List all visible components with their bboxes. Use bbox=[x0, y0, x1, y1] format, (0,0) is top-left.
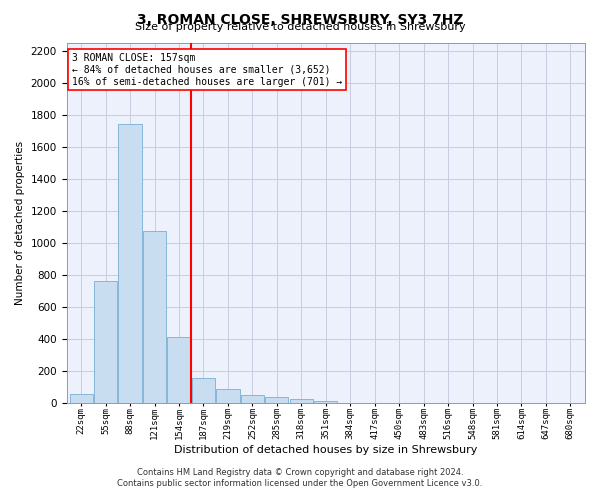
Bar bbox=[70, 394, 93, 403]
Bar bbox=[265, 397, 289, 403]
Bar bbox=[94, 281, 117, 403]
Bar bbox=[241, 396, 264, 403]
Text: Size of property relative to detached houses in Shrewsbury: Size of property relative to detached ho… bbox=[134, 22, 466, 32]
Y-axis label: Number of detached properties: Number of detached properties bbox=[15, 140, 25, 305]
Text: 3, ROMAN CLOSE, SHREWSBURY, SY3 7HZ: 3, ROMAN CLOSE, SHREWSBURY, SY3 7HZ bbox=[137, 12, 463, 26]
Bar bbox=[314, 401, 337, 403]
Bar bbox=[143, 231, 166, 403]
X-axis label: Distribution of detached houses by size in Shrewsbury: Distribution of detached houses by size … bbox=[174, 445, 478, 455]
Text: Contains HM Land Registry data © Crown copyright and database right 2024.
Contai: Contains HM Land Registry data © Crown c… bbox=[118, 468, 482, 487]
Bar bbox=[290, 398, 313, 403]
Text: 3 ROMAN CLOSE: 157sqm
← 84% of detached houses are smaller (3,652)
16% of semi-d: 3 ROMAN CLOSE: 157sqm ← 84% of detached … bbox=[72, 54, 342, 86]
Bar bbox=[118, 124, 142, 403]
Bar bbox=[217, 390, 239, 403]
Bar bbox=[192, 378, 215, 403]
Bar bbox=[167, 336, 191, 403]
